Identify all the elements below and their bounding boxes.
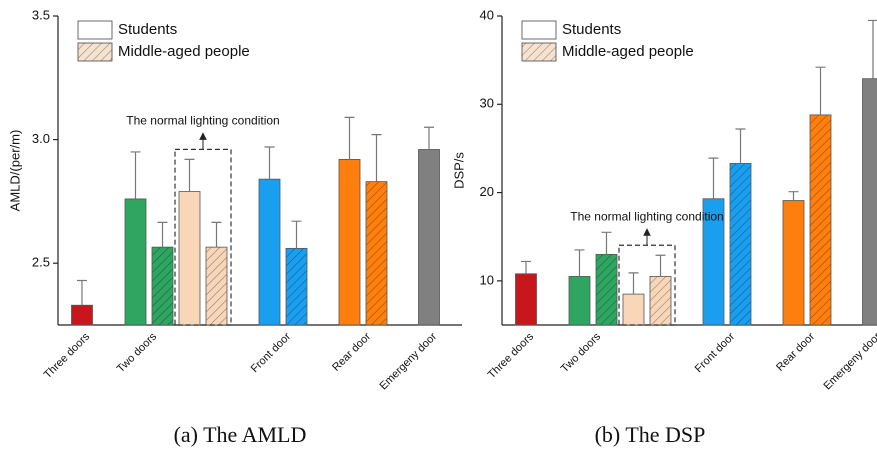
bar: [205, 246, 228, 326]
error-bar: [371, 134, 382, 182]
chart-panel: 10 20 30 40 DSP/s (b) The DSP Three doors Two d…: [451, 7, 877, 447]
y-tick-label: 30: [480, 96, 494, 111]
x-tick-label: Front door: [249, 330, 294, 375]
bar: [178, 191, 201, 326]
error-bar: [601, 231, 612, 255]
error-bar: [574, 249, 585, 277]
bar: [71, 304, 93, 326]
bar: [649, 276, 672, 326]
y-axis-label: AMLD/(per/m): [7, 130, 22, 212]
error-bar: [735, 128, 746, 164]
error-bar: [655, 254, 666, 277]
bar: [568, 276, 591, 326]
bar: [809, 114, 832, 326]
bar: [338, 158, 361, 326]
error-bar: [157, 221, 168, 248]
annotation-arrow: [643, 228, 651, 246]
error-bar: [211, 221, 222, 248]
error-bar: [130, 151, 141, 199]
bar: [862, 78, 877, 326]
error-bar: [628, 272, 639, 295]
y-tick-label: 20: [480, 184, 494, 199]
error-bar: [868, 19, 877, 79]
y-tick-label: 10: [480, 272, 494, 287]
chart-panel: 2.5 3.0 3.5 AMLD/(per/m) (a) The AMLD Three d…: [7, 7, 462, 447]
y-tick-label: 2.5: [32, 255, 50, 270]
bar: [418, 149, 440, 326]
legend-swatch: [521, 42, 557, 62]
legend-swatch: [77, 42, 113, 62]
bar: [595, 253, 618, 326]
y-axis-label: DSP/s: [451, 152, 466, 189]
legend-label: Middle-aged people: [118, 43, 250, 60]
y-tick-label: 40: [480, 7, 494, 22]
x-tick-label: Two doors: [559, 330, 604, 375]
bar: [151, 246, 174, 326]
bar: [124, 198, 147, 326]
error-bar: [521, 260, 531, 274]
error-bar: [708, 157, 719, 199]
annotation: The normal lighting condition: [570, 209, 723, 223]
x-tick-label: Rear door: [330, 330, 373, 373]
legend-swatch: [521, 20, 557, 40]
legend-swatch: [77, 20, 113, 40]
error-bar: [264, 146, 275, 180]
bar: [365, 181, 388, 326]
error-bar: [184, 158, 195, 192]
bar: [622, 293, 645, 326]
y-tick-label: 3.5: [32, 7, 50, 22]
error-bar: [424, 126, 434, 150]
error-bar: [788, 191, 799, 201]
error-bar: [815, 66, 826, 115]
error-bar: [291, 220, 302, 249]
caption: (b) The DSP: [595, 422, 706, 447]
bar: [782, 200, 805, 326]
x-tick-label: Emergeny door: [822, 330, 877, 392]
x-tick-label: Front door: [693, 330, 738, 375]
bar: [258, 178, 281, 326]
x-tick-label: Three doors: [486, 330, 537, 381]
x-tick-label: Three doors: [42, 330, 93, 381]
error-bar: [344, 116, 355, 160]
legend-label: Middle-aged people: [562, 43, 694, 60]
error-bar: [77, 279, 87, 306]
bar: [285, 247, 308, 326]
x-tick-label: Emergeny door: [378, 330, 440, 392]
annotation: The normal lighting condition: [126, 114, 279, 128]
annotation-arrow: [199, 132, 207, 150]
bar: [515, 273, 537, 326]
y-tick-label: 3.0: [32, 131, 50, 146]
x-tick-label: Two doors: [115, 330, 160, 375]
legend-label: Students: [562, 21, 621, 38]
legend-label: Students: [118, 21, 177, 38]
x-tick-label: Rear door: [774, 330, 817, 373]
bar: [729, 163, 752, 326]
caption: (a) The AMLD: [174, 422, 307, 447]
